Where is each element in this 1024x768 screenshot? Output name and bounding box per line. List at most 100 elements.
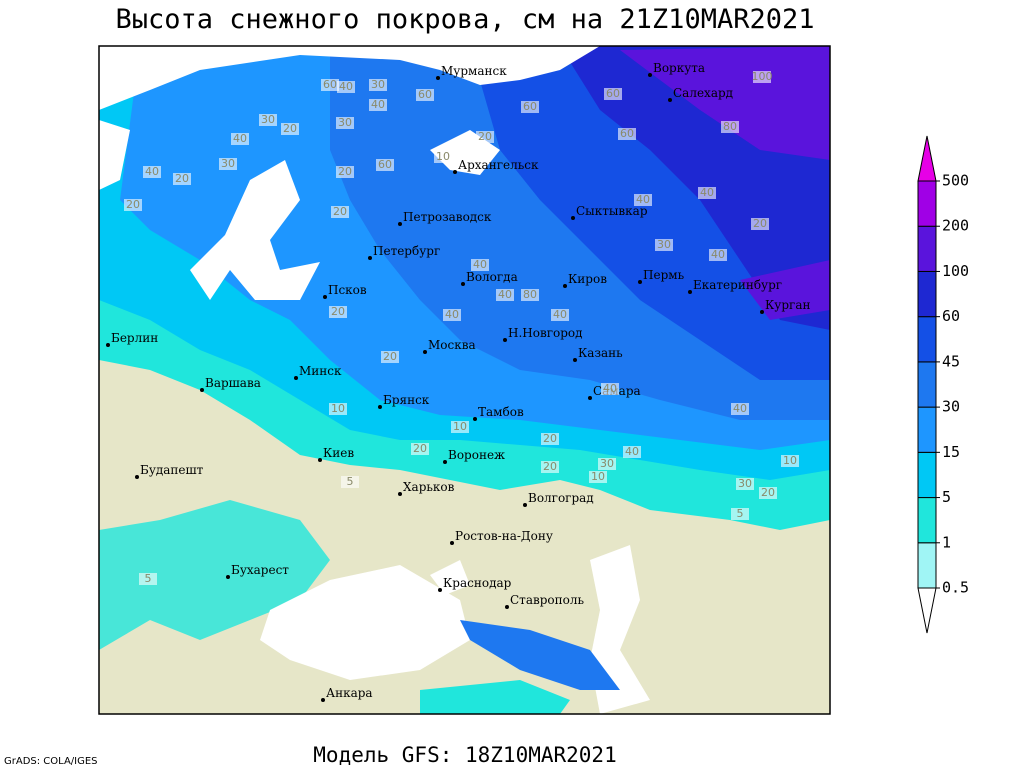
legend-level: 60	[942, 307, 960, 325]
contour-label-bg	[655, 239, 673, 251]
contour-label-bg	[589, 471, 607, 483]
city-label: Вологда	[466, 270, 518, 284]
contour-label: 40	[371, 98, 385, 111]
contour-label: 10	[783, 454, 797, 467]
city-dot	[588, 396, 592, 400]
contour-label-bg	[321, 79, 339, 91]
contour-label: 60	[323, 78, 337, 91]
contour-label: 10	[453, 420, 467, 433]
city-dot	[368, 256, 372, 260]
city-label: Курган	[765, 298, 810, 312]
city-label: Краснодар	[443, 576, 512, 590]
sea	[430, 560, 470, 595]
contour-label: 30	[371, 78, 385, 91]
contour-label-bg	[709, 249, 727, 261]
contour-label-bg	[336, 166, 354, 178]
contour-label: 40	[625, 445, 639, 458]
contour-label: 60	[606, 87, 620, 100]
contour-label: 20	[753, 217, 767, 230]
contour-label: 40	[733, 402, 747, 415]
contour-label-bg	[634, 194, 652, 206]
contour-label: 30	[600, 457, 614, 470]
contour-label: 40	[233, 132, 247, 145]
contour-label: 20	[175, 172, 189, 185]
contour-label-bg	[618, 128, 636, 140]
contour-label: 30	[221, 157, 235, 170]
contour-label: 20	[543, 460, 557, 473]
city-label: Ставрополь	[510, 593, 584, 607]
contour-label: 20	[333, 205, 347, 218]
city-label: Пермь	[643, 268, 685, 282]
contour-label: 5	[145, 572, 152, 585]
legend-swatch	[917, 270, 937, 318]
legend-level: 200	[942, 217, 969, 235]
city-label: Харьков	[403, 480, 455, 494]
contour-label-bg	[443, 309, 461, 321]
contour-label-bg	[496, 289, 514, 301]
city-layer: Мурманск Воркута Салехард Архангельск Петроз…	[106, 61, 810, 702]
contour-label: 30	[657, 238, 671, 251]
snow-zone	[420, 680, 570, 714]
legend-level: 5	[942, 488, 951, 506]
contour-label: 40	[553, 308, 567, 321]
contour-label: 5	[737, 507, 744, 520]
legend-swatch	[917, 316, 937, 363]
snow-zone	[620, 46, 830, 160]
city-dot	[648, 73, 652, 77]
city-dot	[200, 388, 204, 392]
city-label: Москва	[428, 338, 476, 352]
legend-swatch	[917, 135, 937, 182]
legend-swatch	[917, 451, 937, 499]
contour-label: 60	[418, 88, 432, 101]
legend-level: 0.5	[942, 579, 969, 597]
city-dot	[571, 216, 575, 220]
city-label: Ростов-на-Дону	[455, 529, 553, 543]
sea	[99, 120, 130, 190]
city-dot	[436, 76, 440, 80]
contour-label: 30	[261, 113, 275, 126]
city-label: Архангельск	[458, 158, 539, 172]
contour-label-bg	[551, 309, 569, 321]
contour-label-bg	[601, 383, 619, 395]
city-dot	[443, 460, 447, 464]
contour-label-bg	[337, 81, 355, 93]
contour-label-bg	[341, 476, 359, 488]
contour-label: 40	[700, 186, 714, 199]
city-dot	[668, 98, 672, 102]
legend-level: 30	[942, 398, 960, 416]
contour-label-bg	[336, 117, 354, 129]
legend-swatch	[917, 406, 937, 453]
city-dot	[318, 458, 322, 462]
contour-label-bg	[281, 123, 299, 135]
contour-label-bg	[143, 166, 161, 178]
contour-label-bg	[416, 89, 434, 101]
city-dot	[106, 343, 110, 347]
contour-label: 40	[473, 258, 487, 271]
city-label: Воронеж	[448, 448, 505, 462]
map-title: Высота снежного покрова, см на 21Z10MAR2…	[116, 4, 815, 35]
contour-label-bg	[369, 79, 387, 91]
city-label: Анкара	[326, 686, 373, 700]
contour-label-bg	[173, 173, 191, 185]
city-dot	[760, 310, 764, 314]
contour-label-bg	[376, 159, 394, 171]
snow-zone	[99, 500, 330, 650]
city-dot	[461, 282, 465, 286]
contour-label-bg	[759, 487, 777, 499]
city-label: Брянск	[383, 393, 430, 407]
contour-label-bg	[259, 114, 277, 126]
contour-label-bg	[598, 458, 616, 470]
contour-label: 20	[126, 198, 140, 211]
contour-label-bg	[369, 99, 387, 111]
contour-label: 20	[543, 432, 557, 445]
contour-label-bg	[231, 133, 249, 145]
city-label: Петрозаводск	[403, 210, 492, 224]
city-label: Н.Новгород	[508, 326, 583, 340]
contour-label-bg	[751, 218, 769, 230]
city-dot	[563, 284, 567, 288]
contour-label: 10	[436, 150, 450, 163]
contour-label-bg	[731, 508, 749, 520]
contour-label: 30	[338, 116, 352, 129]
